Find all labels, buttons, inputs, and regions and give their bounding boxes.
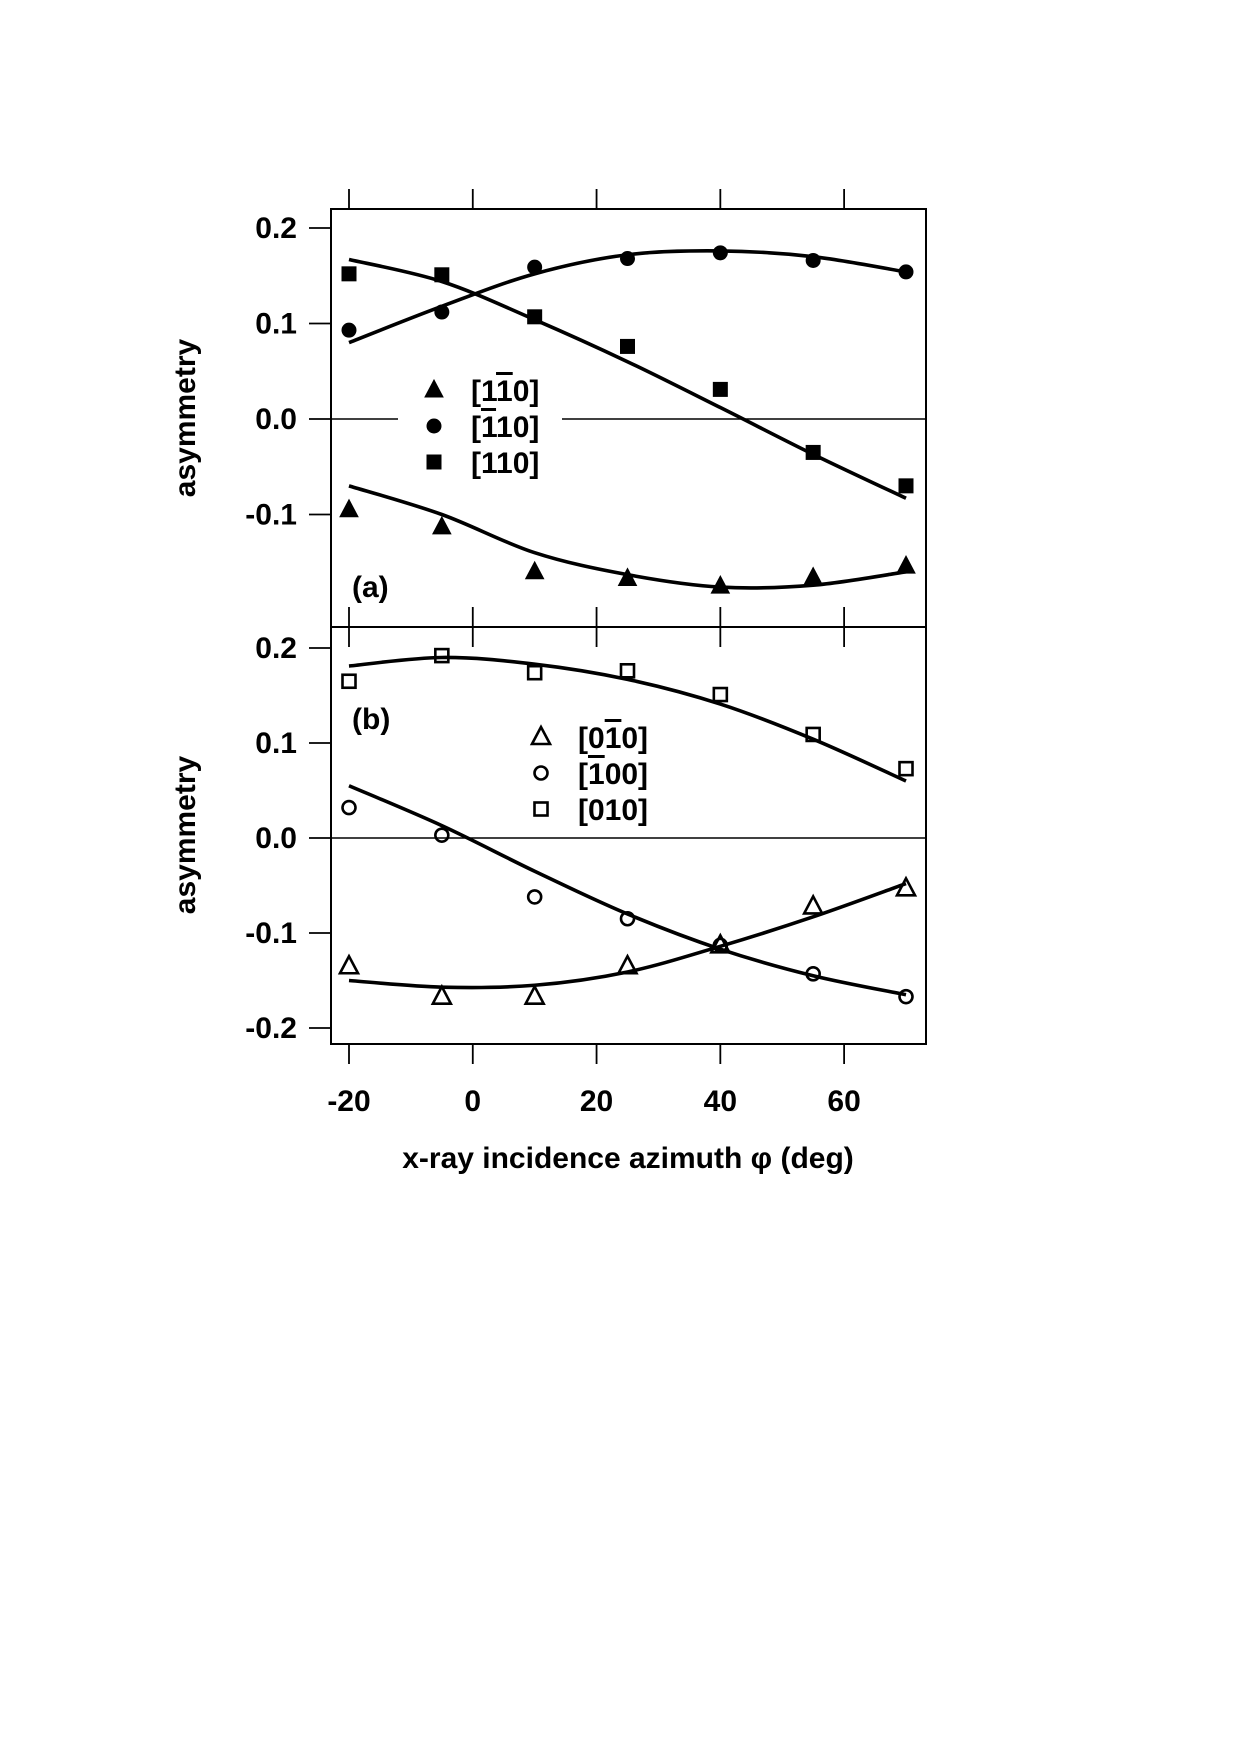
legend-label-part: [1 bbox=[471, 375, 497, 408]
data-point bbox=[712, 686, 729, 703]
data-point bbox=[617, 567, 638, 586]
legend-label-part: [0 bbox=[578, 722, 605, 755]
data-point bbox=[805, 966, 821, 982]
data-point bbox=[894, 875, 918, 897]
data-point bbox=[339, 498, 359, 518]
legend-label-part: 10] bbox=[496, 411, 539, 444]
legend-marker bbox=[426, 418, 442, 434]
legend-label-part: [010] bbox=[578, 794, 648, 827]
data-point bbox=[898, 760, 914, 777]
data-point bbox=[805, 444, 821, 460]
x-axis-label: x-ray incidence azimuth φ (deg) bbox=[402, 1142, 854, 1175]
data-point bbox=[898, 988, 914, 1005]
data-point bbox=[619, 662, 636, 679]
legend-label-part: [ bbox=[578, 758, 588, 791]
data-point bbox=[341, 673, 357, 690]
data-point bbox=[616, 953, 639, 975]
y-tick-label: -0.1 bbox=[245, 917, 297, 950]
legend-label-part: 1 bbox=[605, 722, 622, 755]
y-tick-label: -0.1 bbox=[245, 499, 297, 532]
data-point bbox=[337, 953, 361, 975]
data-point bbox=[805, 726, 821, 743]
legend-label-part: [ bbox=[471, 411, 481, 444]
data-point bbox=[619, 910, 636, 927]
data-point bbox=[434, 827, 450, 843]
panel-b-label: (b) bbox=[352, 703, 390, 736]
legend-label-part: 0] bbox=[513, 375, 540, 408]
fit-curve bbox=[348, 655, 907, 783]
x-tick-label: -20 bbox=[327, 1085, 370, 1118]
fit-curve bbox=[348, 784, 907, 997]
legend-label: [010] bbox=[578, 794, 648, 827]
legend-marker bbox=[533, 765, 549, 781]
legend-marker bbox=[424, 378, 444, 398]
data-point bbox=[526, 664, 543, 681]
data-point bbox=[434, 304, 450, 320]
y-tick-label: 0.1 bbox=[255, 727, 297, 760]
data-point bbox=[620, 338, 635, 354]
data-point bbox=[526, 889, 543, 905]
legend-label: [110] bbox=[471, 447, 539, 480]
legend-label-part: 1 bbox=[496, 375, 513, 408]
legend-label-part: [110] bbox=[471, 447, 539, 480]
data-point bbox=[341, 799, 357, 816]
legend-label-part: 0] bbox=[621, 722, 648, 755]
legend-label: [110] bbox=[471, 375, 539, 408]
data-point bbox=[898, 478, 914, 494]
data-point bbox=[432, 515, 452, 535]
legend-label-part: 1 bbox=[588, 758, 605, 791]
panel-a-frame bbox=[330, 208, 927, 628]
y-tick-label: 0.1 bbox=[255, 308, 297, 341]
data-point bbox=[712, 937, 729, 954]
legend-label: [010] bbox=[578, 722, 648, 755]
x-tick-label: 60 bbox=[827, 1085, 860, 1118]
data-point bbox=[710, 575, 731, 594]
legend-label-part: 1 bbox=[481, 411, 497, 444]
data-point bbox=[712, 245, 728, 261]
legend-label: [110] bbox=[471, 411, 539, 444]
y-tick-label: -0.2 bbox=[245, 1012, 297, 1045]
legend-marker bbox=[529, 724, 553, 746]
x-tick-label: 40 bbox=[704, 1085, 737, 1118]
data-point bbox=[341, 266, 357, 282]
panel-b-ylabel: asymmetry bbox=[169, 755, 202, 914]
data-point bbox=[527, 259, 543, 275]
legend-marker bbox=[533, 801, 549, 817]
data-point bbox=[802, 893, 825, 915]
data-point bbox=[898, 264, 914, 280]
legend-marker bbox=[426, 454, 442, 470]
data-point bbox=[712, 381, 728, 397]
y-tick-label: 0.0 bbox=[255, 403, 297, 436]
legend-label-part: 00] bbox=[605, 758, 648, 791]
data-point bbox=[524, 560, 545, 580]
data-point bbox=[430, 983, 453, 1005]
panel-a-label: (a) bbox=[352, 571, 389, 604]
panel-a-ylabel: asymmetry bbox=[169, 338, 202, 497]
panel-b: -20 0 20 40 600.20.10.0-0.1-0.2[010][100][01… bbox=[245, 607, 926, 1118]
legend-label: [100] bbox=[578, 758, 648, 791]
data-point bbox=[805, 252, 821, 268]
data-point bbox=[434, 647, 450, 664]
y-tick-label: 0.0 bbox=[255, 822, 297, 855]
y-tick-label: 0.2 bbox=[255, 212, 297, 245]
x-tick-label: 0 bbox=[464, 1085, 481, 1118]
panel-a: 0.20.10.0-0.1[110][110][110] bbox=[245, 189, 926, 647]
x-tick-label: 20 bbox=[580, 1085, 613, 1118]
data-point bbox=[434, 267, 450, 283]
data-point bbox=[527, 309, 543, 325]
data-point bbox=[896, 555, 916, 574]
data-point bbox=[341, 322, 357, 338]
y-tick-label: 0.2 bbox=[255, 632, 297, 665]
data-point bbox=[620, 251, 635, 267]
data-point bbox=[523, 983, 546, 1005]
panel-b-frame bbox=[330, 626, 927, 1045]
data-point bbox=[803, 566, 823, 586]
